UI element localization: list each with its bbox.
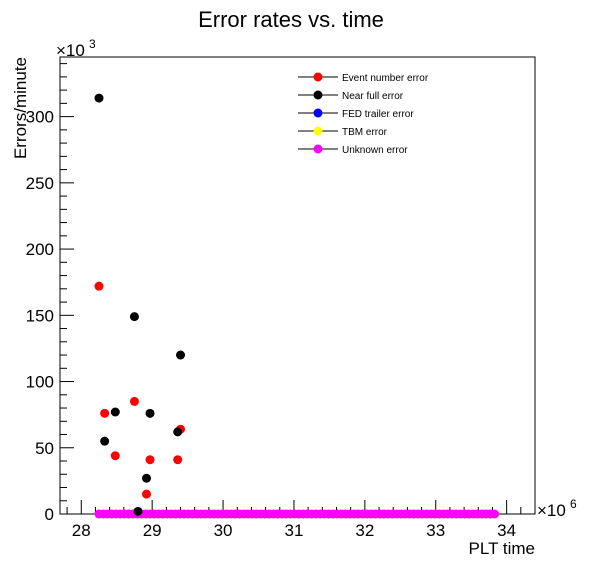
x-axis-label: PLT time (469, 539, 535, 558)
chart-title: Error rates vs. time (198, 7, 384, 32)
x-multiplier: ×10 6 (537, 497, 577, 520)
data-point (129, 312, 139, 322)
y-tick-label: 200 (26, 240, 54, 259)
data-point (173, 427, 183, 437)
legend-label: FED trailer error (342, 109, 414, 120)
x-tick-label: 34 (497, 521, 516, 540)
y-tick-label: 150 (26, 306, 54, 325)
x-axis: 28 29 30 31 32 33 34 (66, 500, 536, 540)
y-tick-label: 250 (26, 174, 54, 193)
legend-label: Unknown error (342, 145, 408, 156)
x-tick-label: 28 (72, 521, 91, 540)
x-tick-label: 33 (426, 521, 445, 540)
y-tick-label: 50 (35, 439, 54, 458)
data-points (94, 93, 500, 519)
data-point (145, 455, 155, 465)
svg-text:×10: ×10 (537, 501, 566, 520)
y-multiplier: ×10 3 (56, 37, 96, 60)
svg-text:×10: ×10 (56, 41, 85, 60)
legend-marker (313, 72, 323, 82)
legend-marker (313, 108, 323, 118)
data-point (145, 408, 155, 418)
y-axis: 0 50 100 150 200 250 300 (26, 63, 74, 524)
data-point (110, 451, 120, 461)
legend-marker (313, 144, 323, 154)
plot-frame (59, 56, 536, 515)
data-point (110, 407, 120, 417)
data-point (141, 473, 151, 483)
legend: Event number error Near full error FED tra… (298, 72, 429, 156)
data-point (100, 408, 110, 418)
x-tick-label: 32 (355, 521, 374, 540)
data-point (141, 489, 151, 499)
y-tick-label: 0 (45, 505, 54, 524)
legend-label: TBM error (342, 127, 388, 138)
y-tick-label: 300 (26, 108, 54, 127)
data-point (176, 350, 186, 360)
data-point (94, 93, 104, 103)
legend-label: Near full error (342, 91, 404, 102)
y-tick-label: 100 (26, 373, 54, 392)
x-tick-label: 29 (143, 521, 162, 540)
x-tick-label: 31 (284, 521, 303, 540)
legend-marker (313, 90, 323, 100)
data-point (129, 396, 139, 406)
data-point (100, 436, 110, 446)
legend-label: Event number error (342, 73, 429, 84)
x-tick-label: 30 (214, 521, 233, 540)
data-point (94, 281, 104, 291)
data-point (133, 506, 143, 516)
svg-text:3: 3 (89, 37, 96, 51)
legend-marker (313, 126, 323, 136)
y-axis-label: Errors/minute (11, 57, 30, 159)
unknown-error-point (490, 509, 500, 519)
svg-text:6: 6 (570, 497, 577, 511)
data-point (173, 455, 183, 465)
